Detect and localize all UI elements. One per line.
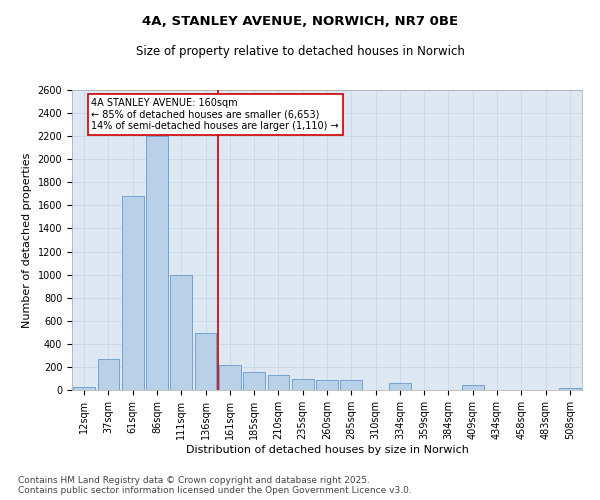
Bar: [170, 274, 192, 390]
Bar: [559, 388, 581, 390]
Bar: [243, 372, 265, 390]
Bar: [97, 359, 119, 390]
X-axis label: Distribution of detached houses by size in Norwich: Distribution of detached houses by size …: [185, 444, 469, 454]
Bar: [340, 380, 362, 390]
Bar: [219, 364, 241, 390]
Bar: [122, 196, 143, 390]
Bar: [146, 136, 168, 390]
Bar: [292, 379, 314, 390]
Bar: [462, 385, 484, 390]
Bar: [194, 334, 217, 390]
Bar: [73, 386, 95, 390]
Text: 4A STANLEY AVENUE: 160sqm
← 85% of detached houses are smaller (6,653)
14% of se: 4A STANLEY AVENUE: 160sqm ← 85% of detac…: [91, 98, 339, 132]
Bar: [316, 380, 338, 390]
Text: 4A, STANLEY AVENUE, NORWICH, NR7 0BE: 4A, STANLEY AVENUE, NORWICH, NR7 0BE: [142, 15, 458, 28]
Bar: [268, 375, 289, 390]
Text: Size of property relative to detached houses in Norwich: Size of property relative to detached ho…: [136, 45, 464, 58]
Bar: [389, 383, 411, 390]
Y-axis label: Number of detached properties: Number of detached properties: [22, 152, 32, 328]
Text: Contains HM Land Registry data © Crown copyright and database right 2025.
Contai: Contains HM Land Registry data © Crown c…: [18, 476, 412, 495]
